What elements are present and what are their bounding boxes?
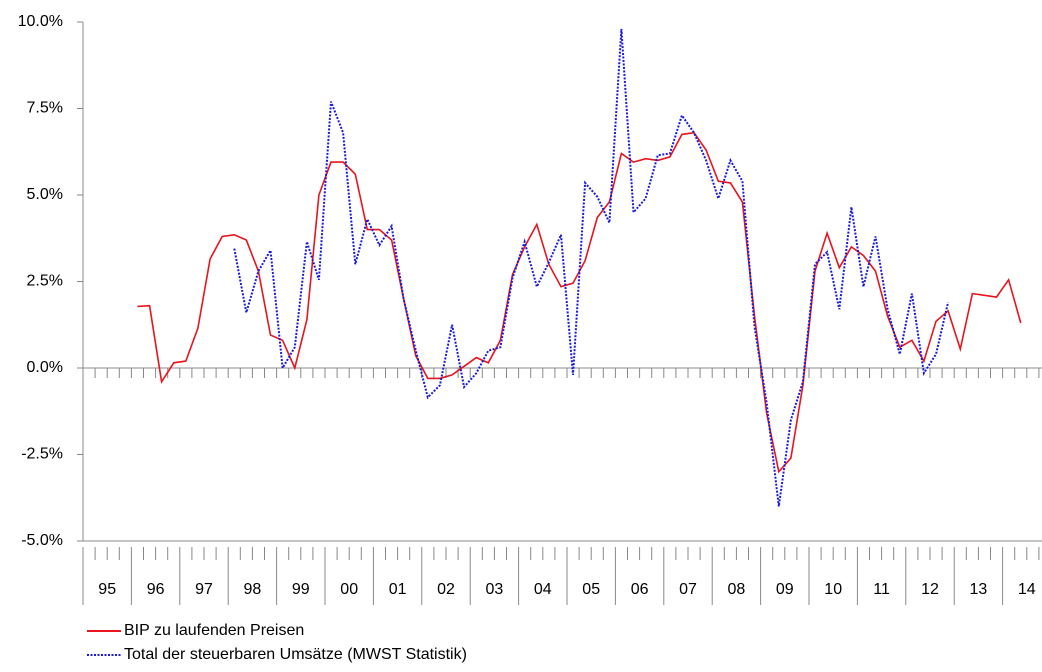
series-line (233, 28, 950, 507)
x-group-label: 10 (824, 581, 842, 598)
y-tick-label: 2.5% (27, 273, 63, 290)
x-group-label: 99 (292, 581, 310, 598)
x-group-label: 05 (582, 581, 600, 598)
legend-label: BIP zu laufenden Preisen (124, 622, 304, 639)
y-tick-label: 10.0% (18, 13, 63, 30)
y-tick-label: 7.5% (27, 100, 63, 117)
x-group-label: 08 (728, 581, 746, 598)
y-tick-label: -5.0% (21, 532, 63, 549)
x-group-label: 95 (98, 581, 116, 598)
x-group-label: 06 (631, 581, 649, 598)
series-line (137, 131, 1022, 474)
x-group-label: 03 (486, 581, 504, 598)
x-group-label: 11 (873, 581, 890, 598)
x-group-label: 96 (147, 581, 165, 598)
x-group-label: 13 (970, 581, 988, 598)
x-group-label: 09 (776, 581, 794, 598)
x-group-label: 07 (679, 581, 697, 598)
x-group-label: 14 (1018, 581, 1036, 598)
x-group-label: 12 (921, 581, 939, 598)
y-tick-label: 5.0% (27, 186, 63, 203)
x-group-label: 02 (437, 581, 455, 598)
x-group-label: 04 (534, 581, 552, 598)
x-group-label: 97 (195, 581, 213, 598)
x-group-label: 01 (389, 581, 407, 598)
legend-label: Total der steuerbaren Umsätze (MWST Stat… (124, 646, 467, 663)
x-group-label: 98 (244, 581, 262, 598)
y-tick-label: -2.5% (21, 446, 63, 463)
y-tick-label: 0.0% (27, 359, 63, 376)
x-group-label: 00 (340, 581, 358, 598)
